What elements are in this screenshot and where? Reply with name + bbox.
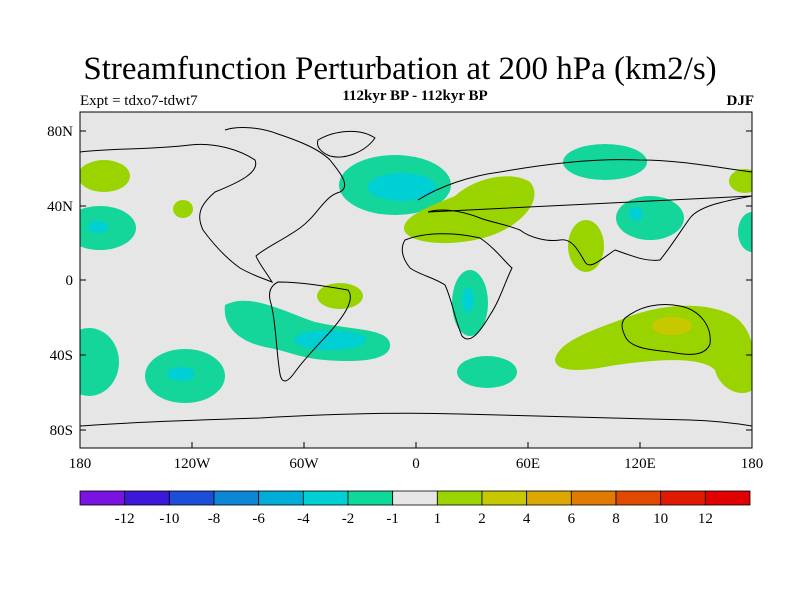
y-label-80s: 80S (50, 423, 73, 439)
region-south-indian-low (457, 356, 517, 388)
region-siberia-low (563, 144, 647, 180)
region-west-edge-low (80, 328, 119, 396)
y-label-40n: 40N (47, 199, 73, 215)
colorbar-label: 1 (434, 511, 442, 527)
colorbar-swatch (570, 490, 617, 506)
colorbar-swatch (436, 490, 483, 506)
core-australia (652, 317, 692, 335)
colorbar-swatch (615, 490, 662, 506)
colorbar-swatch (704, 490, 751, 506)
colorbar-label: 12 (698, 511, 713, 527)
colorbar-swatch (258, 490, 304, 506)
colorbar-label: 10 (653, 511, 668, 527)
coast-africa (401, 233, 513, 340)
colorbar-swatch (124, 490, 170, 506)
colorbar-swatch (79, 490, 126, 506)
region-australia-high (555, 305, 752, 394)
colorbar-swatch (213, 490, 260, 506)
y-axis-labels: 80N 40N 0 40S 80S (47, 124, 73, 439)
plot-subtitle: 112kyr BP - 112kyr BP (342, 88, 488, 104)
colorbar-swatch (347, 490, 394, 506)
colorbar-label: 8 (612, 511, 620, 527)
coast-south-america (269, 281, 351, 382)
x-label-60e: 60E (516, 456, 540, 472)
season-label: DJF (726, 93, 755, 109)
core-east-asia (629, 207, 643, 221)
region-east-asia-low (616, 196, 684, 240)
negative-cores (88, 173, 643, 381)
y-label-80n: 80N (47, 124, 73, 140)
core-africa (462, 288, 474, 312)
core-south-atlantic (294, 330, 366, 350)
region-small-high (173, 200, 193, 218)
x-axis-labels: 180 120W 60W 0 60E 120E 180 (69, 456, 764, 472)
map-panel (80, 112, 752, 448)
x-label-0: 0 (412, 456, 420, 472)
core-north-atlantic (368, 173, 436, 201)
colorbar-label: -1 (386, 511, 399, 527)
coastlines (80, 126, 752, 427)
region-ne-corner-high (729, 169, 752, 193)
experiment-label: Expt = tdxo7-tdwt7 (80, 93, 198, 109)
coast-eurasia (417, 159, 752, 266)
core-south-pacific (167, 367, 195, 381)
colorbar-label: -4 (297, 511, 310, 527)
coast-greenland (317, 131, 376, 158)
x-label-180-right: 180 (741, 456, 764, 472)
colorbar-swatch (481, 490, 528, 506)
colorbar-label: -10 (159, 511, 179, 527)
colorbar-swatch (392, 490, 438, 506)
region-india-high (568, 220, 604, 272)
colorbar-swatch (168, 490, 215, 506)
colorbar-swatch (526, 490, 572, 506)
colorbar-label: 4 (523, 511, 531, 527)
colorbar-label: 2 (478, 511, 486, 527)
coast-australia (621, 304, 711, 355)
region-brazil-high (317, 283, 363, 309)
x-label-120w: 120W (174, 456, 212, 472)
colorbar-swatch (660, 490, 706, 506)
region-nw-pacific-high (80, 160, 130, 192)
x-label-180-left: 180 (69, 456, 92, 472)
positive-cores (652, 317, 692, 335)
y-label-0: 0 (66, 273, 74, 289)
region-east-edge-low (738, 212, 752, 252)
colorbar-label: 6 (568, 511, 576, 527)
colorbar-label: -6 (252, 511, 265, 527)
colorbar-label: -2 (342, 511, 355, 527)
colorbar: -12 -10 -8 -6 -4 -2 -1 1 2 4 6 8 10 12 (79, 490, 751, 527)
x-label-120e: 120E (624, 456, 656, 472)
colorbar-swatch (302, 490, 349, 506)
y-label-40s: 40S (50, 348, 73, 364)
x-label-60w: 60W (289, 456, 319, 472)
coast-north-america (80, 126, 346, 284)
core-pacific (88, 221, 108, 233)
coast-antarctica (80, 412, 752, 427)
colorbar-label: -12 (115, 511, 135, 527)
region-pacific-low (80, 206, 136, 250)
colorbar-label: -8 (208, 511, 221, 527)
tick-marks (80, 130, 752, 448)
plot-title: Streamfunction Perturbation at 200 hPa (… (83, 51, 717, 87)
